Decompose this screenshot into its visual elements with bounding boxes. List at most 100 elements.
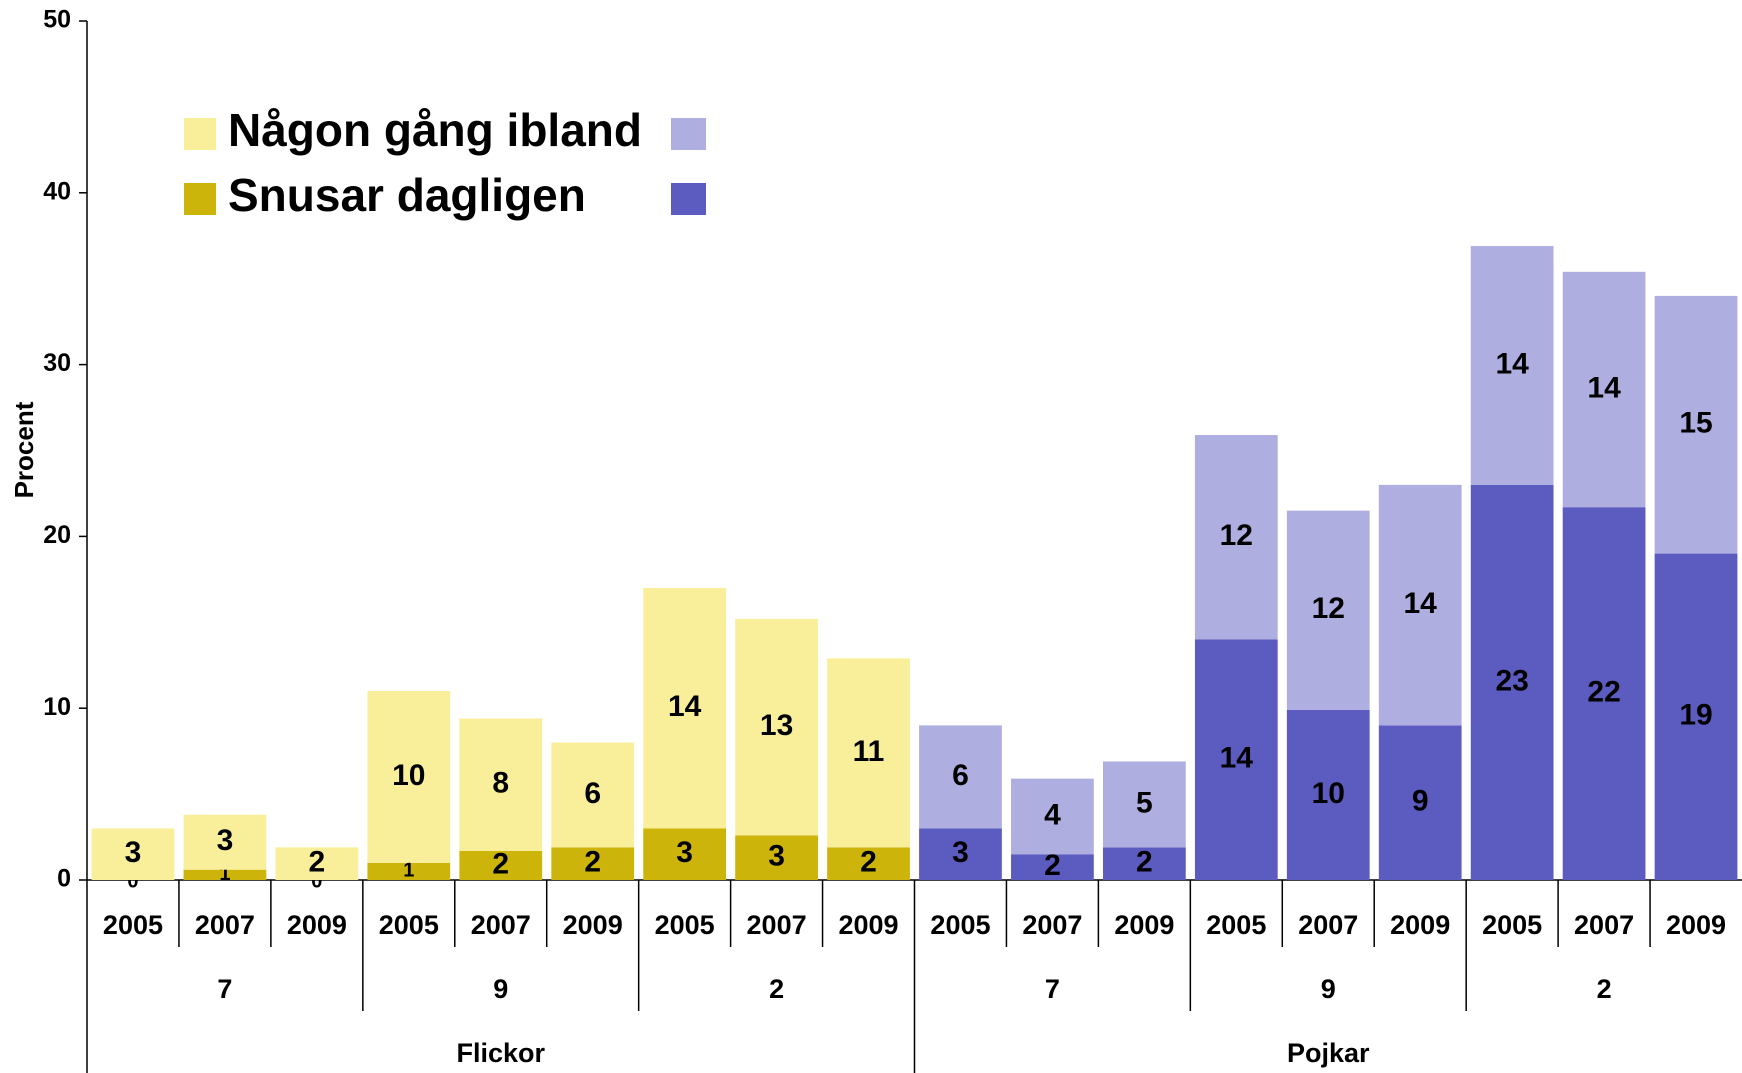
- data-label: 6: [952, 759, 969, 792]
- legend-label: Någon gång ibland: [228, 104, 642, 156]
- bar-segment: [1378, 484, 1462, 726]
- bar-segment: [1654, 553, 1738, 880]
- bar-segment: [1654, 295, 1738, 554]
- legend-swatch: [184, 183, 216, 215]
- bar-segment: [551, 742, 635, 848]
- y-tick-label: 50: [43, 6, 71, 34]
- y-axis-title: Procent: [9, 401, 39, 498]
- group-label: 2: [769, 974, 784, 1004]
- data-label: 1: [219, 863, 230, 885]
- bar-segment: [1378, 725, 1462, 880]
- bar-segment: [1470, 484, 1554, 880]
- data-label: 3: [952, 836, 969, 869]
- x-tick-label: 2005: [379, 910, 439, 940]
- x-tick-label: 2007: [1574, 910, 1634, 940]
- group-label: 7: [1045, 974, 1060, 1004]
- bar-segment: [1011, 854, 1094, 880]
- bar-segment: [919, 828, 1002, 880]
- data-label: 14: [1404, 587, 1438, 620]
- data-label: 8: [492, 767, 509, 800]
- data-label: 14: [1220, 742, 1254, 775]
- x-tick-label: 2009: [1114, 910, 1174, 940]
- data-label: 23: [1495, 664, 1528, 697]
- bar-segment: [1562, 507, 1646, 880]
- legend-swatch: [671, 183, 706, 215]
- data-label: 4: [1044, 798, 1061, 831]
- group-label: 9: [1321, 974, 1336, 1004]
- data-label: 13: [760, 709, 793, 742]
- data-label: 19: [1679, 699, 1712, 732]
- bar-segment: [827, 658, 910, 848]
- bar-segment: [1286, 510, 1370, 710]
- bar-segment: [643, 587, 727, 829]
- bar-segment: [91, 828, 175, 880]
- bar-segment: [1470, 246, 1554, 485]
- data-label: 2: [309, 846, 326, 879]
- data-label: 14: [1495, 347, 1529, 380]
- bar-segment: [735, 618, 818, 836]
- group-label: 2: [1597, 974, 1612, 1004]
- data-label: 12: [1312, 592, 1345, 625]
- x-tick-label: 2005: [1482, 910, 1542, 940]
- x-tick-label: 2007: [747, 910, 807, 940]
- bar-segment: [1102, 847, 1186, 880]
- y-tick-label: 40: [43, 177, 71, 205]
- y-tick-label: 30: [43, 349, 71, 377]
- y-tick-label: 10: [43, 693, 71, 721]
- x-tick-label: 2007: [1298, 910, 1358, 940]
- data-label: 12: [1220, 519, 1253, 552]
- bar-segment: [643, 828, 727, 880]
- x-tick-label: 2009: [563, 910, 623, 940]
- group-label: Pojkar: [1287, 1038, 1370, 1068]
- x-tick-label: 2007: [471, 910, 531, 940]
- data-label: 3: [768, 840, 785, 873]
- bar-segment: [459, 850, 543, 880]
- bar-segment: [735, 835, 818, 880]
- y-tick-label: 20: [43, 521, 71, 549]
- legend-swatch: [184, 118, 216, 150]
- data-label: 6: [584, 777, 601, 810]
- bar-segment: [275, 847, 359, 880]
- x-tick-label: 2009: [1390, 910, 1450, 940]
- data-label: 1: [403, 860, 414, 882]
- data-label: 2: [860, 846, 877, 879]
- bar-segment: [827, 847, 910, 880]
- data-label: 3: [676, 836, 693, 869]
- data-label: 10: [1312, 777, 1345, 810]
- bar-segment: [1194, 435, 1278, 640]
- data-label: 2: [1044, 849, 1061, 882]
- data-label: 3: [217, 824, 234, 857]
- legend-swatch: [671, 118, 706, 150]
- bar-segment: [183, 869, 267, 880]
- y-tick-label: 0: [57, 865, 71, 893]
- bar-segment: [1286, 709, 1370, 880]
- data-label: 14: [668, 690, 702, 723]
- x-tick-label: 2009: [287, 910, 347, 940]
- x-tick-label: 2007: [195, 910, 255, 940]
- bar-segment: [183, 814, 267, 870]
- bar-segment: [367, 862, 451, 880]
- legend-label: Snusar dagligen: [228, 169, 586, 221]
- bar-segment: [1102, 761, 1186, 848]
- data-label: 5: [1136, 786, 1153, 819]
- x-tick-label: 2005: [103, 910, 163, 940]
- bar-segment: [1194, 639, 1278, 880]
- data-label: 9: [1412, 785, 1429, 818]
- data-label: 2: [1136, 846, 1153, 879]
- bar-segment: [551, 847, 635, 880]
- bar-segment: [367, 691, 451, 863]
- x-tick-label: 2009: [838, 910, 898, 940]
- data-label: 2: [584, 846, 601, 879]
- data-label: 14: [1587, 371, 1621, 404]
- bar-segment: [1011, 778, 1094, 855]
- group-label: 7: [217, 974, 232, 1004]
- x-tick-label: 2005: [1206, 910, 1266, 940]
- group-label: Flickor: [456, 1038, 545, 1068]
- data-label: 15: [1679, 407, 1712, 440]
- group-label: 9: [493, 974, 508, 1004]
- data-label: 2: [492, 847, 509, 880]
- data-label: 0: [127, 870, 138, 892]
- data-label: 22: [1587, 676, 1620, 709]
- bar-segment: [459, 718, 543, 851]
